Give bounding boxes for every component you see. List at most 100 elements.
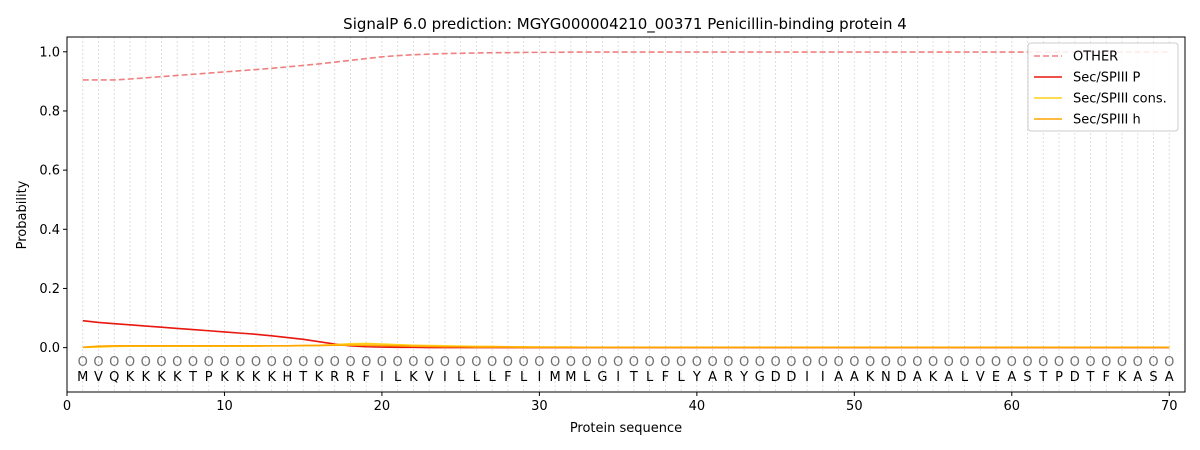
residue-label: F <box>1103 370 1110 385</box>
residue-label: L <box>473 370 481 385</box>
residue-label: G <box>755 370 765 385</box>
residue-label: M <box>565 370 576 385</box>
residue-label: K <box>220 370 229 385</box>
sequence-layer: OMOVOQOKOKOKOKOTOPOKOKOKOKOHOTOKOROROFOI… <box>77 355 1174 385</box>
region-label: O <box>928 355 938 370</box>
region-label: O <box>991 355 1001 370</box>
region-label: O <box>613 355 623 370</box>
region-label: O <box>1070 355 1080 370</box>
region-label: O <box>345 355 355 370</box>
residue-label: R <box>330 370 339 385</box>
residue-label: I <box>537 370 541 385</box>
residue-label: L <box>583 370 591 385</box>
region-label: O <box>944 355 954 370</box>
x-tick-label: 0 <box>63 399 71 414</box>
residue-label: T <box>629 370 638 385</box>
residue-label: A <box>944 370 953 385</box>
region-label: O <box>566 355 576 370</box>
residue-label: K <box>157 370 166 385</box>
region-label: O <box>109 355 119 370</box>
series-line-sec-spiii-h <box>82 344 1170 349</box>
region-label: O <box>1117 355 1127 370</box>
region-label: O <box>755 355 765 370</box>
y-axis-label: Probability <box>15 180 30 249</box>
region-label: O <box>1164 355 1174 370</box>
region-label: O <box>125 355 135 370</box>
series-line-other <box>82 51 1170 81</box>
residue-label: S <box>1023 370 1031 385</box>
region-label: O <box>896 355 906 370</box>
plot-frame <box>66 36 1186 393</box>
region-label: O <box>629 355 639 370</box>
residue-label: S <box>1149 370 1157 385</box>
residue-label: D <box>786 370 796 385</box>
residue-label: L <box>677 370 685 385</box>
residue-label: L <box>520 370 528 385</box>
residue-label: K <box>173 370 182 385</box>
residue-label: A <box>1133 370 1142 385</box>
series-layer <box>82 51 1170 349</box>
residue-label: I <box>805 370 809 385</box>
residue-label: L <box>961 370 969 385</box>
residue-label: D <box>897 370 907 385</box>
y-tick-label: 0.6 <box>39 164 60 179</box>
residue-label: P <box>205 370 213 385</box>
region-label: O <box>251 355 261 370</box>
region-label: O <box>456 355 466 370</box>
region-label: O <box>204 355 214 370</box>
residue-label: H <box>283 370 293 385</box>
y-axis: 0.0 0.2 0.4 0.6 0.8 1.0 <box>39 45 67 356</box>
region-label: O <box>550 355 560 370</box>
region-label: O <box>1085 355 1095 370</box>
residue-label: R <box>724 370 733 385</box>
residue-label: I <box>380 370 384 385</box>
region-label: O <box>361 355 371 370</box>
legend: OTHER Sec/SPIII P Sec/SPIII cons. Sec/SPIII… <box>1027 42 1179 132</box>
region-label: O <box>188 355 198 370</box>
region-label: O <box>471 355 481 370</box>
residue-label: L <box>489 370 497 385</box>
region-label: O <box>975 355 985 370</box>
residue-label: Q <box>109 370 119 385</box>
residue-label: D <box>1070 370 1080 385</box>
residue-label: K <box>141 370 150 385</box>
residue-label: L <box>646 370 654 385</box>
residue-label: Y <box>692 370 701 385</box>
legend-label: Sec/SPIII h <box>1073 113 1141 128</box>
legend-label: Sec/SPIII P <box>1073 71 1141 86</box>
residue-label: K <box>315 370 324 385</box>
region-label: O <box>1101 355 1111 370</box>
residue-label: K <box>929 370 938 385</box>
residue-label: F <box>362 370 369 385</box>
residue-label: K <box>866 370 875 385</box>
region-label: O <box>519 355 529 370</box>
region-label: O <box>692 355 702 370</box>
legend-box <box>1027 42 1179 132</box>
x-tick-label: 70 <box>1161 399 1178 414</box>
region-label: O <box>707 355 717 370</box>
region-label: O <box>849 355 859 370</box>
region-label: O <box>1054 355 1064 370</box>
region-label: O <box>645 355 655 370</box>
x-tick-label: 20 <box>374 399 391 414</box>
y-tick-label: 0.2 <box>39 282 60 297</box>
region-label: O <box>440 355 450 370</box>
residue-label: P <box>1055 370 1063 385</box>
residue-label: A <box>913 370 922 385</box>
residue-label: L <box>394 370 402 385</box>
region-label: O <box>172 355 182 370</box>
region-label: O <box>1038 355 1048 370</box>
region-label: O <box>802 355 812 370</box>
region-label: O <box>1022 355 1032 370</box>
region-label: O <box>282 355 292 370</box>
residue-label: K <box>409 370 418 385</box>
region-label: O <box>865 355 875 370</box>
y-tick-label: 1.0 <box>39 45 60 60</box>
region-label: O <box>424 355 434 370</box>
residue-label: T <box>1086 370 1095 385</box>
x-axis: 0 10 20 30 40 50 60 70 <box>63 392 1178 414</box>
residue-label: M <box>77 370 88 385</box>
region-label: O <box>78 355 88 370</box>
